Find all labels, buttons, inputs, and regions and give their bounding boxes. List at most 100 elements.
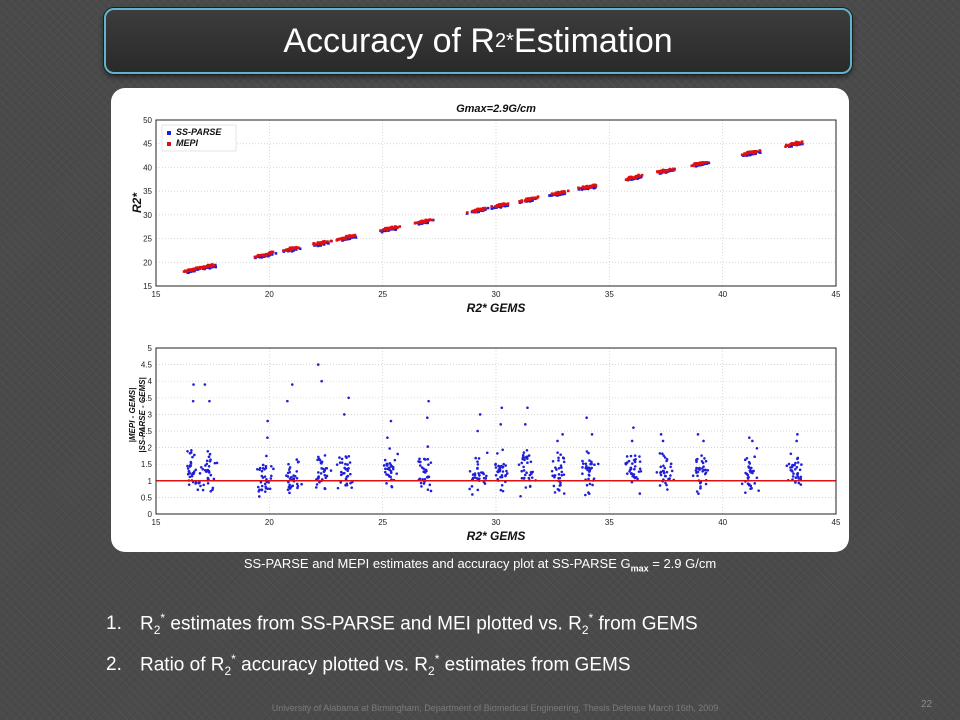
ss-parse-point <box>581 187 584 191</box>
mepi-point <box>625 178 629 181</box>
ratio-point <box>266 419 269 423</box>
ratio-point <box>793 467 797 471</box>
ratio-point <box>638 460 642 463</box>
mepi-point <box>483 206 487 210</box>
ratio-point <box>418 457 421 461</box>
ratio-point <box>348 461 352 464</box>
ratio-point <box>336 486 340 490</box>
mepi-point <box>479 207 483 211</box>
ratio-point <box>474 456 477 460</box>
ratio-point <box>659 473 663 477</box>
ratio-point <box>258 488 261 492</box>
ratio-point <box>388 447 391 450</box>
ratio-point <box>669 462 673 466</box>
mepi-point <box>289 247 292 251</box>
ratio-point <box>790 469 794 472</box>
ratio-point <box>206 449 210 453</box>
ratio-point <box>587 466 591 470</box>
ratio-point <box>662 469 666 473</box>
ratio-point <box>320 462 323 465</box>
mepi-point <box>692 163 696 167</box>
ratio-point <box>475 476 478 480</box>
ratio-point <box>664 481 667 485</box>
mepi-point <box>632 176 635 180</box>
top-chart-ylabel: R2* <box>130 192 144 213</box>
mepi-point <box>693 162 696 165</box>
ratio-point <box>292 477 295 481</box>
ratio-point <box>757 489 760 492</box>
ratio-point <box>207 455 211 459</box>
ratio-point <box>521 457 524 461</box>
ratio-point <box>259 480 263 484</box>
ratio-point <box>296 484 300 488</box>
mepi-point <box>558 192 562 195</box>
ratio-point <box>315 483 319 486</box>
mepi-point <box>294 246 297 250</box>
top-chart-title: Gmax=2.9G/cm <box>456 103 536 115</box>
bottom-chart-xlabel: R2* GEMS <box>467 529 526 543</box>
ratio-point <box>750 486 753 490</box>
ratio-point <box>389 419 393 423</box>
caption-tail: = 2.9 G/cm <box>648 556 717 571</box>
mepi-point <box>490 205 494 209</box>
ss-parse-point <box>637 176 641 180</box>
ss-parse-point <box>790 145 793 148</box>
ratio-point <box>427 475 431 479</box>
mepi-point <box>634 175 638 179</box>
bullet-item-1: 1. R2* estimates from SS-PARSE and MEI pl… <box>106 604 698 645</box>
mepi-point <box>258 253 262 257</box>
page-number: 22 <box>921 699 933 710</box>
ratio-point <box>659 465 663 469</box>
ratio-point <box>468 469 472 473</box>
ratio-point <box>188 475 192 479</box>
ss-parse-point <box>380 229 384 233</box>
bullet-list: 1. R2* estimates from SS-PARSE and MEI pl… <box>106 604 698 686</box>
ratio-point <box>554 466 557 469</box>
ratio-point <box>794 461 797 465</box>
y-tick-label: 50 <box>143 116 152 125</box>
mepi-point <box>256 254 260 257</box>
ratio-point <box>637 470 641 473</box>
ratio-point <box>593 463 596 467</box>
ratio-point <box>476 463 480 466</box>
ratio-point <box>527 476 531 480</box>
y-tick-label: 35 <box>143 187 152 196</box>
ratio-point <box>421 477 424 481</box>
ratio-point <box>625 461 629 464</box>
ss-parse-point <box>561 192 565 196</box>
ratio-point <box>288 491 291 495</box>
ratio-point <box>198 472 202 475</box>
ratio-point <box>387 473 390 477</box>
ratio-point <box>215 461 219 465</box>
ratio-point <box>581 472 584 476</box>
ratio-point <box>658 484 662 487</box>
mepi-point <box>746 151 749 155</box>
mepi-point <box>562 190 566 193</box>
mepi-point <box>476 207 479 211</box>
ratio-point <box>694 469 698 472</box>
mepi-point <box>209 263 212 267</box>
ratio-point <box>204 464 207 467</box>
ratio-point <box>800 463 803 466</box>
mepi-point <box>630 175 633 179</box>
ratio-point <box>627 459 631 463</box>
ratio-point <box>256 467 259 471</box>
y-tick-label: 3.5 <box>141 394 153 403</box>
ratio-point <box>291 484 295 488</box>
figure-panel: 15 20 25 30 35 40 45 15 20 25 30 35 40 45 50 Gmax=2.9G… <box>111 88 849 552</box>
ratio-point <box>747 466 751 469</box>
ratio-point <box>502 462 506 466</box>
mepi-point <box>344 237 347 241</box>
mepi-point <box>347 235 351 239</box>
ss-parse-point <box>298 247 302 251</box>
ratio-point <box>625 472 629 475</box>
mepi-point <box>754 150 758 154</box>
ratio-point <box>209 489 213 493</box>
ratio-point <box>587 473 591 477</box>
ratio-point <box>586 468 589 472</box>
ratio-point <box>795 465 799 469</box>
mepi-point <box>528 197 532 201</box>
mepi-point <box>566 189 570 193</box>
ratio-point <box>494 463 497 467</box>
ratio-point <box>625 455 629 458</box>
